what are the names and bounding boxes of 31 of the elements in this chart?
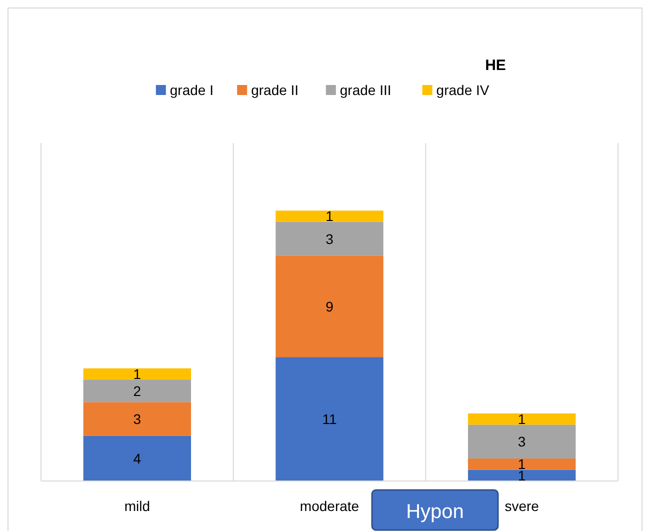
bar (83, 402, 192, 436)
data-label: 3 (133, 411, 142, 428)
bar (468, 424, 576, 458)
text: Hypon (406, 501, 464, 523)
data-label: 1 (518, 411, 526, 428)
data-label: 4 (133, 450, 142, 466)
x-tick-label: mild (124, 498, 150, 514)
data-label: 9 (326, 298, 334, 314)
bar (276, 357, 384, 481)
data-label: 1 (326, 208, 334, 224)
bar (83, 368, 192, 380)
bar (276, 210, 384, 222)
x-tick-label: moderate (300, 498, 360, 514)
x-tick-label: svere (504, 498, 540, 514)
data-label: 2 (133, 382, 142, 399)
legend-label: grade I (170, 82, 214, 98)
bar (83, 436, 192, 481)
bar (468, 458, 576, 470)
data-label: 1 (133, 366, 142, 382)
data-label: 3 (326, 230, 334, 247)
data-label: 11 (322, 411, 337, 428)
chart-title: HE (485, 57, 506, 74)
bar (276, 256, 384, 358)
legend-label: grade IV (436, 82, 490, 98)
bar (468, 470, 576, 481)
legend-label: grade II (251, 82, 299, 98)
bar (276, 222, 384, 256)
bar (83, 380, 192, 402)
data-label: 3 (518, 434, 526, 450)
bar (468, 413, 576, 425)
legend-label: grade III (340, 82, 392, 98)
